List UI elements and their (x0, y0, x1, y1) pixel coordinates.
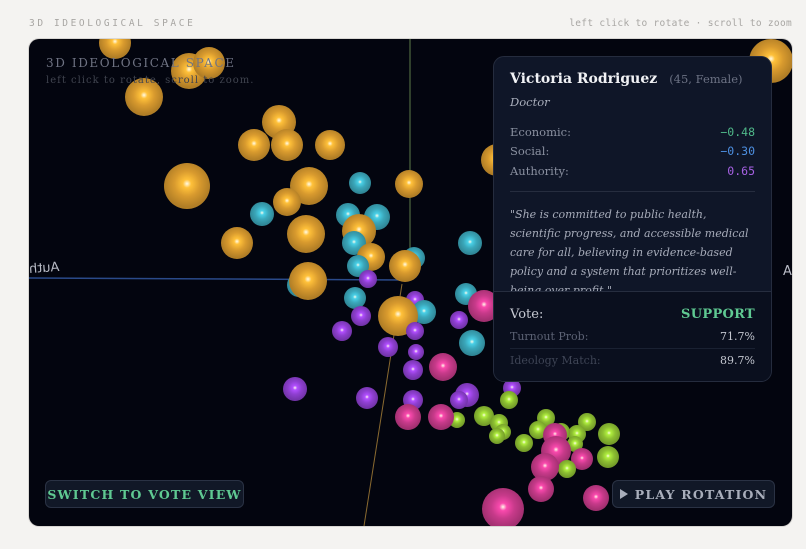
metric-label: Social: (510, 144, 550, 159)
voter-sphere-pink[interactable] (429, 353, 457, 381)
overlay-hint: left click to rotate, scroll to zoom. (46, 75, 255, 86)
voter-sphere-purple[interactable] (356, 387, 378, 409)
voter-sphere-purple[interactable] (378, 337, 398, 357)
voter-sphere-green[interactable] (558, 460, 576, 478)
metric-label: Authority: (510, 163, 569, 178)
voter-sphere-purple[interactable] (359, 270, 377, 288)
metric-label: Economic: (510, 124, 571, 139)
voter-sphere-green[interactable] (598, 423, 620, 445)
voter-sphere-teal[interactable] (459, 330, 485, 356)
switch-view-label: SWITCH TO VOTE VIEW (47, 486, 242, 502)
play-icon (619, 489, 628, 499)
voter-sphere-pink[interactable] (571, 448, 593, 470)
voter-sphere-pink[interactable] (428, 404, 454, 430)
voter-sphere-orange[interactable] (164, 163, 210, 209)
vote-section: Vote: SUPPORT Turnout Prob: 71.7% Ideolo… (494, 291, 771, 381)
voter-sphere-orange[interactable] (389, 250, 421, 282)
voter-sphere-purple[interactable] (406, 322, 424, 340)
voter-sphere-orange[interactable] (99, 39, 131, 59)
vote-value: SUPPORT (681, 306, 755, 322)
voter-sphere-orange[interactable] (271, 129, 303, 161)
metric-authority: Authority: 0.65 (510, 161, 755, 181)
3d-canvas[interactable]: 3D IDEOLOGICAL SPACE left click to rotat… (29, 39, 792, 526)
voter-sphere-orange[interactable] (287, 215, 325, 253)
play-rotation-label: PLAY ROTATION (634, 486, 768, 502)
voter-sphere-pink[interactable] (528, 476, 554, 502)
metric-economic: Economic: −0.48 (510, 122, 755, 142)
voter-detail-panel: Victoria Rodriguez (45, Female) Doctor E… (493, 56, 772, 382)
overlay-title: 3D IDEOLOGICAL SPACE (46, 56, 236, 70)
voter-sphere-purple[interactable] (450, 311, 468, 329)
play-rotation-button[interactable]: PLAY ROTATION (612, 480, 775, 508)
voter-sphere-orange[interactable] (289, 262, 327, 300)
controls-hint: left click to rotate · scroll to zoom (569, 18, 792, 29)
ideology-match-value: 89.7% (720, 354, 755, 367)
voter-sphere-purple[interactable] (283, 377, 307, 401)
voter-sphere-green[interactable] (529, 421, 547, 439)
voter-occupation: Doctor (510, 95, 550, 109)
page-title: 3D IDEOLOGICAL SPACE (29, 18, 196, 29)
voter-name: Victoria Rodriguez (510, 71, 658, 87)
vote-label: Vote: (510, 306, 544, 322)
ideology-match-row: Ideology Match: 89.7% (510, 349, 755, 372)
ideology-match-label: Ideology Match: (510, 354, 601, 367)
turnout-label: Turnout Prob: (510, 330, 589, 343)
voter-sphere-orange[interactable] (273, 188, 301, 216)
voter-sphere-orange[interactable] (221, 227, 253, 259)
axis-label-authority-right: A (783, 264, 792, 279)
voter-sphere-purple[interactable] (450, 391, 468, 409)
switch-to-vote-view-button[interactable]: SWITCH TO VOTE VIEW (45, 480, 244, 508)
metric-value: −0.30 (720, 144, 755, 159)
voter-sphere-green[interactable] (500, 391, 518, 409)
voter-sphere-orange[interactable] (193, 47, 225, 79)
voter-sphere-purple[interactable] (403, 360, 423, 380)
voter-quote: "She is committed to public health, scie… (510, 207, 749, 297)
divider (510, 190, 755, 192)
metric-value: −0.48 (720, 124, 755, 139)
voter-sphere-orange[interactable] (315, 130, 345, 160)
voter-sphere-green[interactable] (515, 434, 533, 452)
voter-sphere-purple[interactable] (332, 321, 352, 341)
voter-sphere-orange[interactable] (125, 78, 163, 116)
voter-sphere-purple[interactable] (408, 344, 424, 360)
axis-label-authority-left: Auth (29, 259, 60, 278)
voter-sphere-purple[interactable] (351, 306, 371, 326)
voter-sphere-green[interactable] (474, 406, 494, 426)
voter-sphere-orange[interactable] (395, 170, 423, 198)
voter-sphere-teal[interactable] (344, 287, 366, 309)
voter-sphere-green[interactable] (597, 446, 619, 468)
voter-sphere-pink[interactable] (482, 488, 524, 526)
voter-sphere-orange[interactable] (238, 129, 270, 161)
voter-sphere-teal[interactable] (250, 202, 274, 226)
metric-social: Social: −0.30 (510, 142, 755, 162)
voter-sphere-green[interactable] (489, 428, 505, 444)
metric-value: 0.65 (727, 163, 755, 178)
voter-sphere-teal[interactable] (349, 172, 371, 194)
voter-sphere-pink[interactable] (395, 404, 421, 430)
turnout-row: Turnout Prob: 71.7% (510, 325, 755, 349)
turnout-value: 71.7% (720, 330, 755, 343)
voter-age-gender: (45, Female) (669, 72, 743, 86)
voter-sphere-teal[interactable] (458, 231, 482, 255)
voter-sphere-pink[interactable] (583, 485, 609, 511)
ideology-metrics: Economic: −0.48 Social: −0.30 Authority:… (510, 122, 755, 181)
